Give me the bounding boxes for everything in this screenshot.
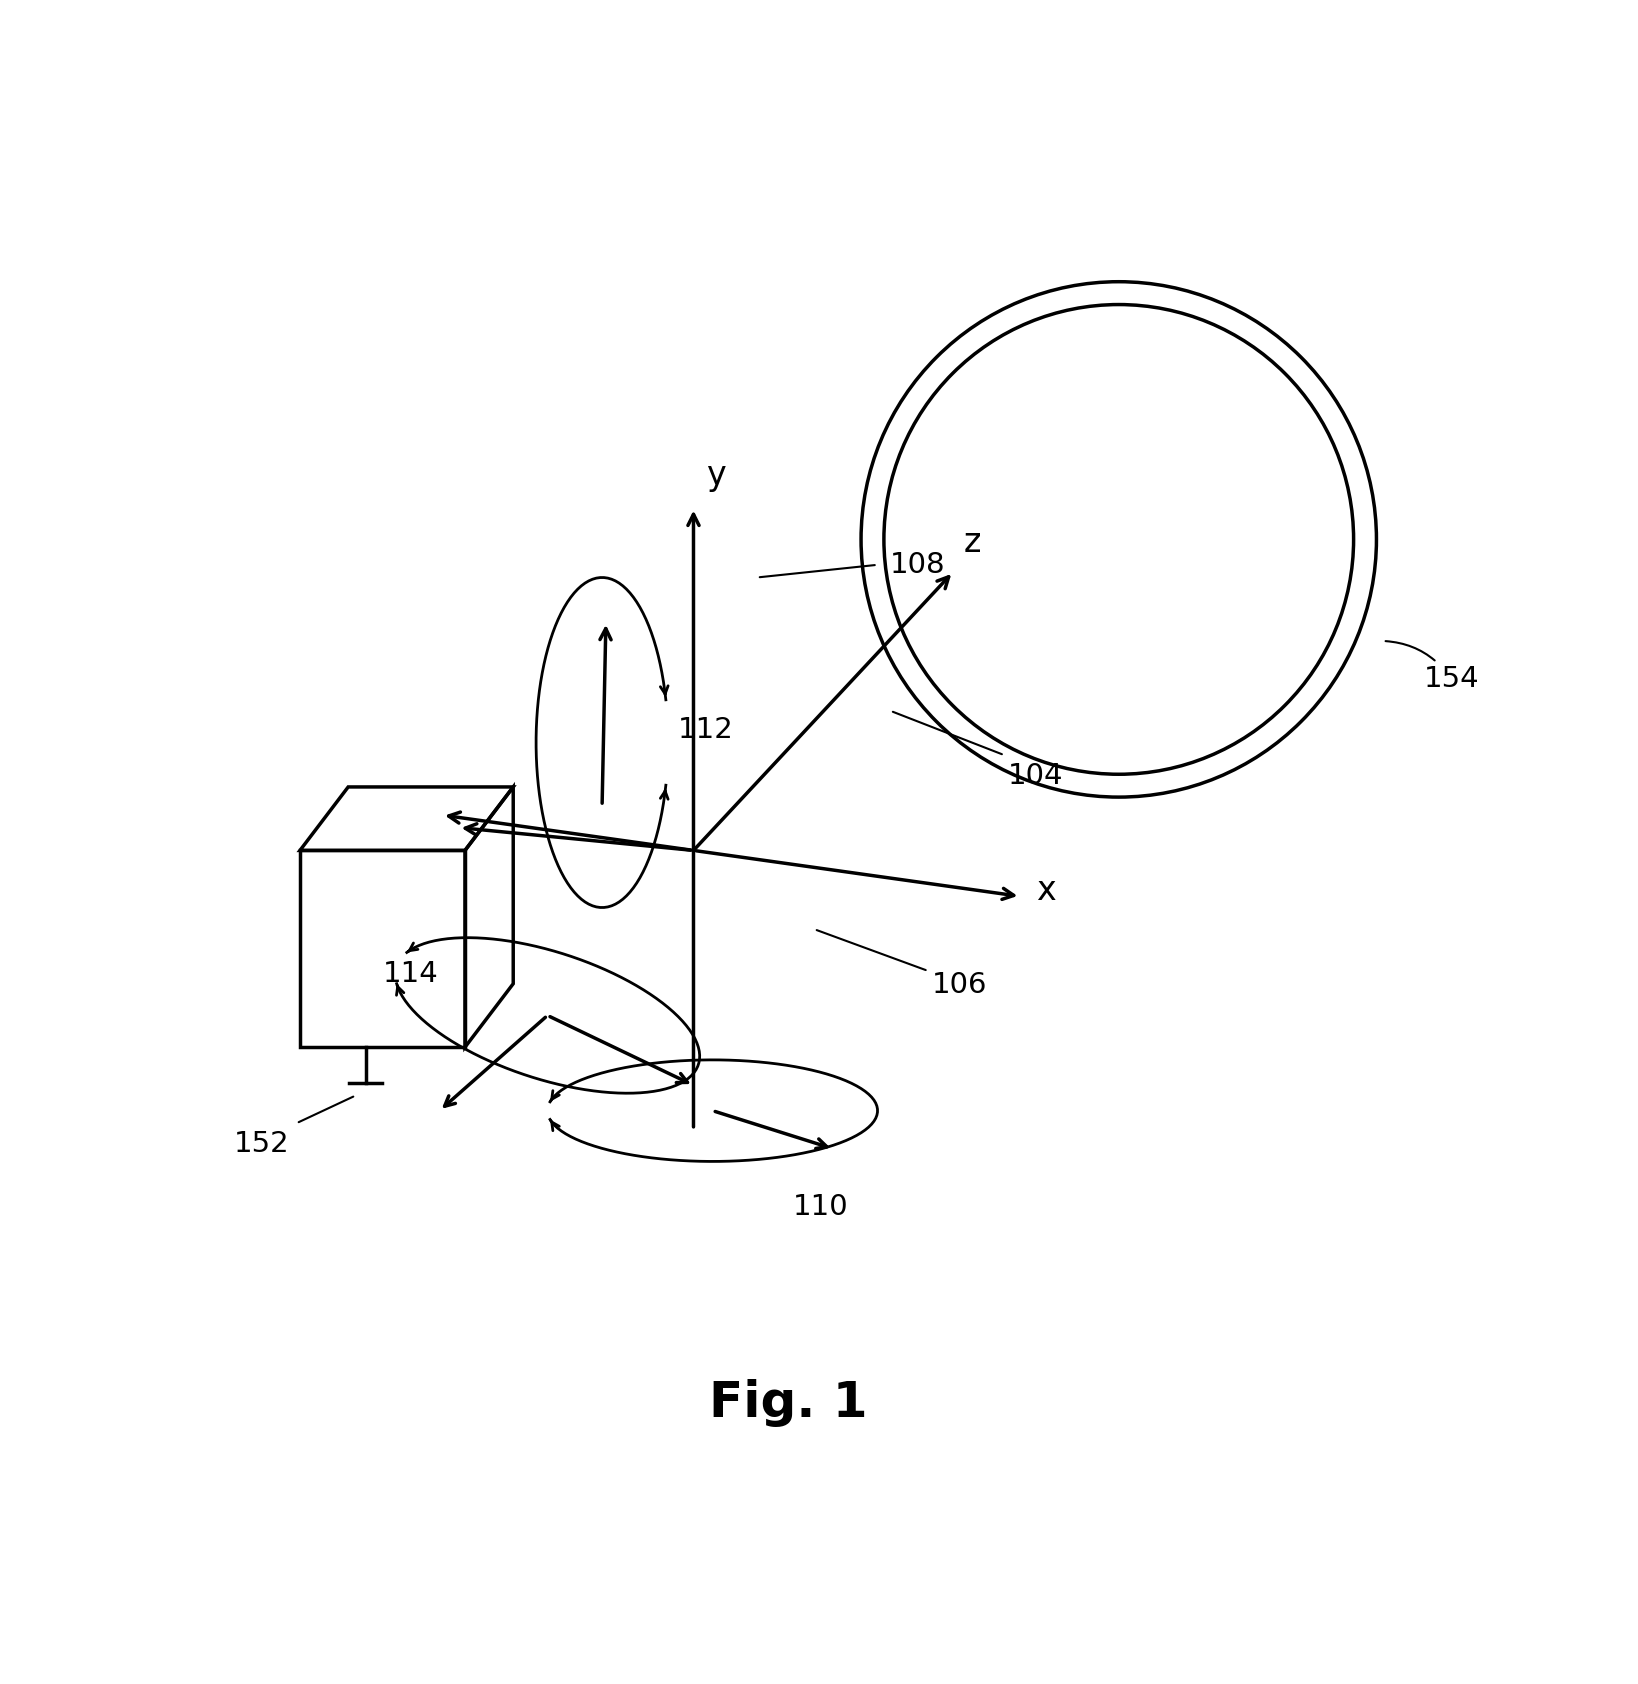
Text: Fig. 1: Fig. 1	[709, 1379, 868, 1426]
Text: 108: 108	[891, 551, 945, 579]
Text: 154: 154	[1386, 642, 1479, 694]
Text: 152: 152	[234, 1130, 290, 1157]
Text: 106: 106	[932, 972, 988, 999]
Text: z: z	[963, 525, 981, 559]
Text: 110: 110	[793, 1194, 848, 1221]
Text: 104: 104	[1009, 761, 1063, 790]
Text: y: y	[706, 460, 726, 492]
Text: 114: 114	[383, 960, 439, 987]
Text: x: x	[1035, 874, 1055, 906]
Text: 112: 112	[678, 716, 734, 744]
